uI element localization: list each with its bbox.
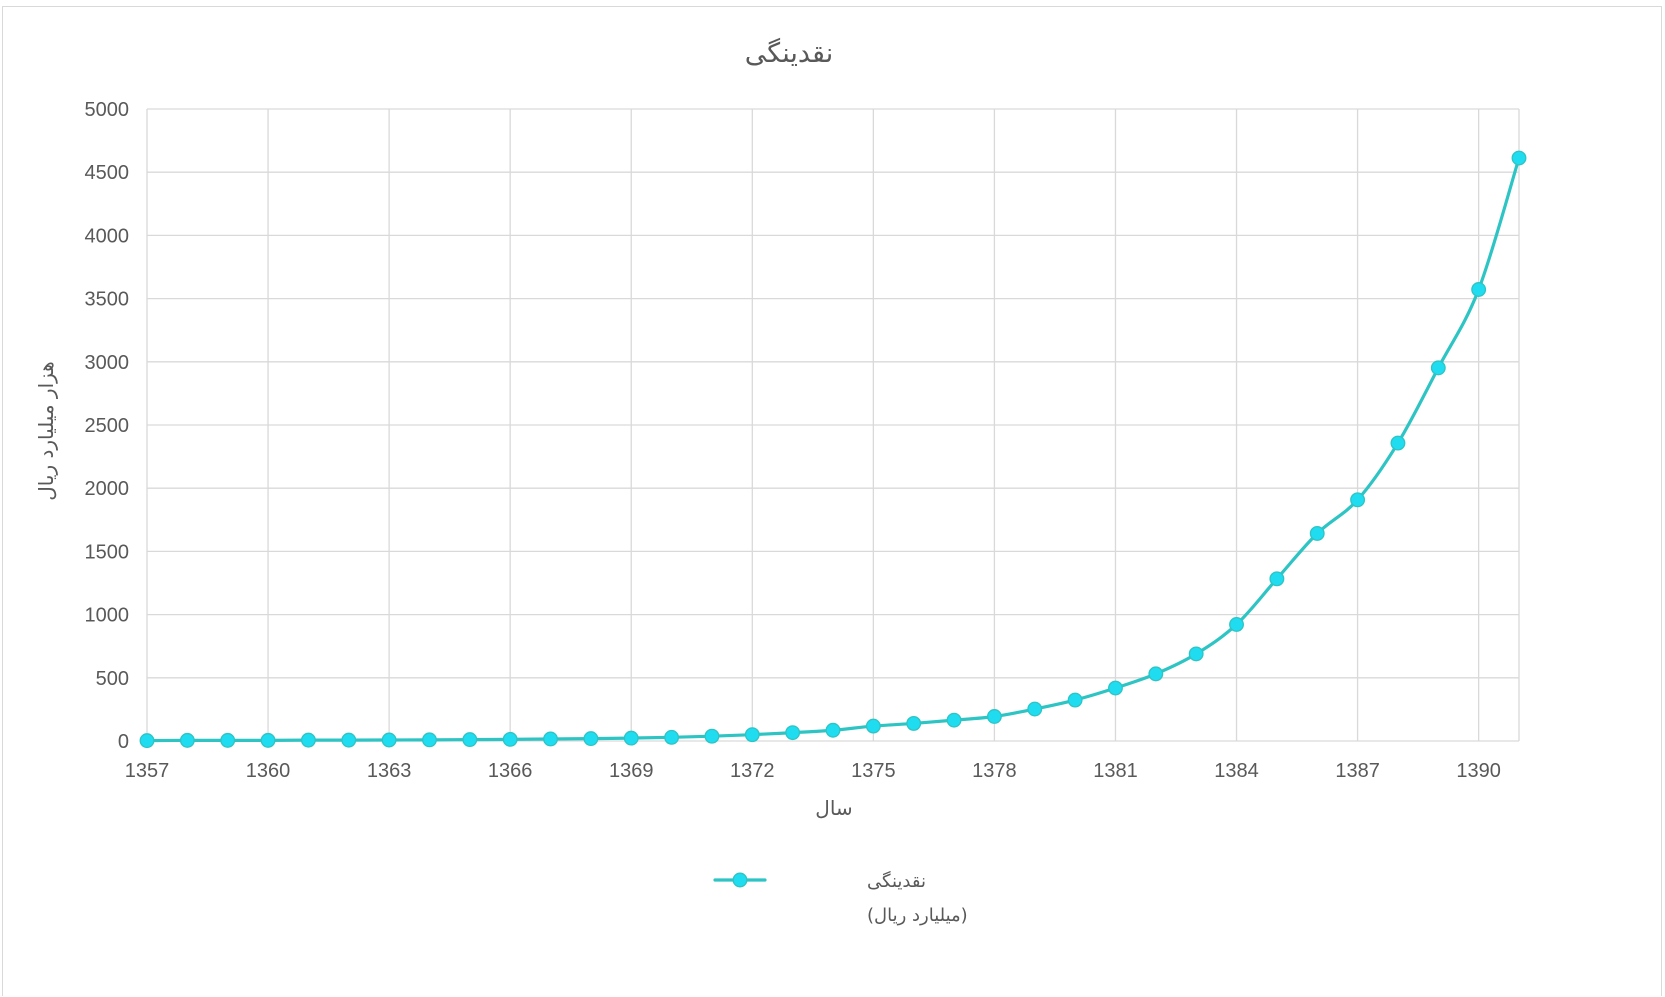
data-point-marker: [906, 715, 922, 731]
x-axis-title: سال: [815, 796, 852, 820]
chart-frame: نقدینگی 0 500 1000 1500 2000 2500 3000 3500 4000…: [2, 6, 1662, 996]
data-point-marker: [623, 730, 639, 746]
x-tick-label: 1390: [1456, 760, 1501, 782]
x-tick-label: 1381: [1093, 760, 1138, 782]
legend-series-unit: (میلیارد ریال): [867, 905, 968, 926]
data-point-marker: [260, 732, 276, 748]
data-point-marker: [1390, 435, 1406, 451]
data-point-marker: [1269, 571, 1285, 587]
data-point-marker: [865, 718, 881, 734]
data-point-marker: [462, 732, 478, 748]
data-point-marker: [220, 732, 236, 748]
data-point-marker: [381, 732, 397, 748]
legend-marker-swatch: [732, 872, 748, 888]
y-axis-title: هزار میلیارد ریال: [34, 361, 58, 500]
x-axis-ticks: 1357 1360 1363 1366 1369 1372 1375 1378 1381 1384…: [125, 760, 1501, 782]
data-point-marker: [664, 729, 680, 745]
data-point-marker: [1309, 526, 1325, 541]
data-point-marker: [1108, 680, 1123, 696]
data-point-marker: [744, 727, 760, 743]
data-point-marker: [1027, 701, 1043, 717]
data-point-marker: [785, 725, 801, 741]
data-point-marker: [502, 731, 518, 747]
data-point-marker: [1229, 617, 1244, 632]
chart-title: نقدینگی: [745, 37, 833, 69]
y-tick-label: 2500: [85, 415, 130, 437]
y-tick-label: 3500: [85, 289, 130, 311]
x-tick-label: 1363: [367, 760, 412, 782]
line-chart: نقدینگی 0 500 1000 1500 2000 2500 3000 3500 4000…: [34, 37, 1527, 926]
x-tick-label: 1360: [246, 760, 291, 782]
x-tick-label: 1387: [1335, 760, 1380, 782]
legend: نقدینگی (میلیارد ریال): [713, 870, 968, 926]
data-point-marker: [1188, 646, 1204, 662]
data-point-marker: [1511, 150, 1527, 166]
x-tick-label: 1375: [851, 760, 896, 782]
data-point-marker: [341, 732, 357, 748]
y-tick-label: 1500: [85, 541, 130, 563]
y-tick-label: 4000: [85, 225, 130, 247]
x-tick-label: 1384: [1214, 760, 1259, 782]
data-point-marker: [179, 732, 195, 748]
y-tick-label: 4500: [85, 162, 130, 184]
y-tick-label: 5000: [85, 99, 130, 121]
y-tick-label: 500: [96, 668, 129, 690]
data-point-marker: [422, 732, 437, 748]
y-tick-label: 0: [118, 731, 129, 753]
data-point-marker: [139, 733, 155, 749]
data-point-marker: [583, 731, 599, 747]
data-point-marker: [300, 732, 316, 748]
x-tick-label: 1372: [730, 760, 775, 782]
data-point-marker: [1067, 692, 1083, 708]
x-tick-label: 1366: [488, 760, 533, 782]
y-tick-label: 3000: [85, 352, 130, 374]
legend-series-name: نقدینگی: [867, 870, 926, 892]
series-markers: [139, 150, 1527, 749]
y-tick-label: 1000: [85, 605, 130, 627]
data-point-marker: [825, 722, 841, 738]
x-tick-label: 1357: [125, 760, 170, 782]
data-point-marker: [1350, 492, 1366, 508]
grid-layer: [146, 108, 1520, 742]
data-point-marker: [946, 712, 962, 728]
data-point-marker: [1471, 282, 1487, 297]
data-point-marker: [1148, 666, 1164, 682]
data-point-marker: [986, 709, 1002, 724]
x-tick-label: 1369: [609, 760, 654, 782]
data-point-marker: [704, 728, 720, 744]
data-point-marker: [543, 731, 558, 747]
y-tick-label: 2000: [85, 478, 130, 500]
x-tick-label: 1378: [972, 760, 1017, 782]
series-line: [145, 156, 1521, 743]
y-axis-ticks: 0 500 1000 1500 2000 2500 3000 3500 4000 4500 5000: [85, 99, 130, 753]
data-point-marker: [1430, 360, 1446, 376]
